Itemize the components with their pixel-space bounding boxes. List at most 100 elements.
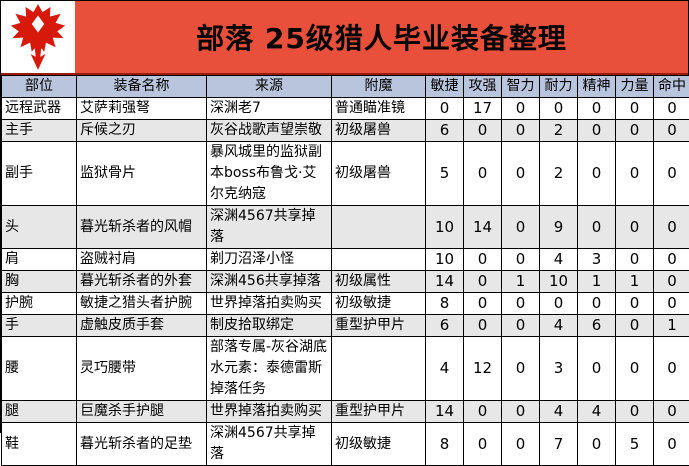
stat-cell: 0 xyxy=(654,249,689,271)
stat-cell: 0 xyxy=(502,142,540,206)
title-cell: 部落 25级猎人毕业装备整理 xyxy=(75,1,688,73)
stat-cell: 0 xyxy=(654,206,689,249)
stat-cell: 0 xyxy=(464,293,502,315)
stat-cell: 0 xyxy=(464,401,502,423)
stat-cell: 0 xyxy=(654,423,689,466)
stat-cell: 0 xyxy=(578,120,616,142)
stat-cell: 0 xyxy=(502,249,540,271)
stat-cell: 7 xyxy=(540,423,578,466)
stat-cell: 4 xyxy=(540,315,578,337)
enchant-cell: 初级敏捷 xyxy=(332,293,426,315)
item-name-cell: 暮光斩杀者的外套 xyxy=(77,271,207,293)
stat-cell: 0 xyxy=(502,337,540,401)
enchant-cell: 初级敏捷 xyxy=(332,423,426,466)
stat-cell: 14 xyxy=(426,401,464,423)
item-name-cell: 虚触皮质手套 xyxy=(77,315,207,337)
stat-cell: 0 xyxy=(616,206,654,249)
stat-cell: 0 xyxy=(502,401,540,423)
stat-cell: 12 xyxy=(464,337,502,401)
source-cell: 灰谷战歌声望崇敬 xyxy=(207,120,332,142)
stat-cell: 0 xyxy=(654,293,689,315)
page-title: 部落 25级猎人毕业装备整理 xyxy=(196,17,567,57)
item-name-cell: 监狱骨片 xyxy=(77,142,207,206)
slot-cell: 腿 xyxy=(2,401,77,423)
stat-cell: 4 xyxy=(540,249,578,271)
stat-cell: 0 xyxy=(502,120,540,142)
column-header: 力量 xyxy=(616,76,654,98)
stat-cell: 0 xyxy=(578,293,616,315)
stat-cell: 5 xyxy=(616,423,654,466)
enchant-cell xyxy=(332,249,426,271)
stat-cell: 1 xyxy=(502,271,540,293)
column-header: 部位 xyxy=(2,76,77,98)
stat-cell: 0 xyxy=(654,337,689,401)
stat-cell: 0 xyxy=(616,293,654,315)
stat-cell: 0 xyxy=(654,401,689,423)
stat-cell: 0 xyxy=(464,423,502,466)
slot-cell: 头 xyxy=(2,206,77,249)
stat-cell: 14 xyxy=(426,271,464,293)
title-band: 部落 25级猎人毕业装备整理 xyxy=(1,1,688,75)
item-name-cell: 敏捷之猎头者护腕 xyxy=(77,293,207,315)
slot-cell: 手 xyxy=(2,315,77,337)
enchant-cell: 初级屠兽 xyxy=(332,142,426,206)
source-cell: 暴风城里的监狱副本boss布鲁戈·艾尔克纳寇 xyxy=(207,142,332,206)
stat-cell: 0 xyxy=(502,98,540,120)
source-cell: 部落专属-灰谷湖底水元素：泰德雷斯掉落任务 xyxy=(207,337,332,401)
stat-cell: 2 xyxy=(540,120,578,142)
source-cell: 制皮拾取绑定 xyxy=(207,315,332,337)
column-header: 攻强 xyxy=(464,76,502,98)
item-name-cell: 艾萨莉强弩 xyxy=(77,98,207,120)
stat-cell: 6 xyxy=(578,315,616,337)
column-header: 附魔 xyxy=(332,76,426,98)
stat-cell: 10 xyxy=(426,249,464,271)
stat-cell: 0 xyxy=(464,120,502,142)
stat-cell: 0 xyxy=(654,142,689,206)
stat-cell: 0 xyxy=(616,142,654,206)
stat-cell: 2 xyxy=(540,142,578,206)
item-name-cell: 暮光斩杀者的风帽 xyxy=(77,206,207,249)
stat-cell: 0 xyxy=(616,315,654,337)
stat-cell: 0 xyxy=(464,249,502,271)
stat-cell: 4 xyxy=(426,337,464,401)
enchant-cell xyxy=(332,337,426,401)
column-header: 敏捷 xyxy=(426,76,464,98)
enchant-cell: 初级属性 xyxy=(332,271,426,293)
stat-cell: 1 xyxy=(616,271,654,293)
stat-cell: 0 xyxy=(616,120,654,142)
stat-cell: 0 xyxy=(578,98,616,120)
source-cell: 剃刀沼泽小怪 xyxy=(207,249,332,271)
stat-cell: 10 xyxy=(540,271,578,293)
stat-cell: 0 xyxy=(540,98,578,120)
column-header: 智力 xyxy=(502,76,540,98)
stat-cell: 0 xyxy=(464,315,502,337)
stat-cell: 0 xyxy=(464,142,502,206)
enchant-cell xyxy=(332,206,426,249)
stat-cell: 1 xyxy=(578,271,616,293)
column-header: 命中 xyxy=(654,76,689,98)
stat-cell: 10 xyxy=(426,206,464,249)
stat-cell: 0 xyxy=(578,423,616,466)
stat-cell: 1 xyxy=(654,315,689,337)
item-name-cell: 灵巧腰带 xyxy=(77,337,207,401)
item-name-cell: 暮光斩杀者的足垫 xyxy=(77,423,207,466)
source-cell: 深渊456共享掉落 xyxy=(207,271,332,293)
slot-cell: 副手 xyxy=(2,142,77,206)
stat-cell: 0 xyxy=(502,423,540,466)
stat-cell: 0 xyxy=(654,120,689,142)
stat-cell: 0 xyxy=(426,98,464,120)
column-header: 精神 xyxy=(578,76,616,98)
header-row: 部位装备名称来源附魔敏捷攻强智力耐力精神力量命中 xyxy=(2,76,689,98)
slot-cell: 主手 xyxy=(2,120,77,142)
stat-cell: 6 xyxy=(426,315,464,337)
stat-cell: 0 xyxy=(540,293,578,315)
